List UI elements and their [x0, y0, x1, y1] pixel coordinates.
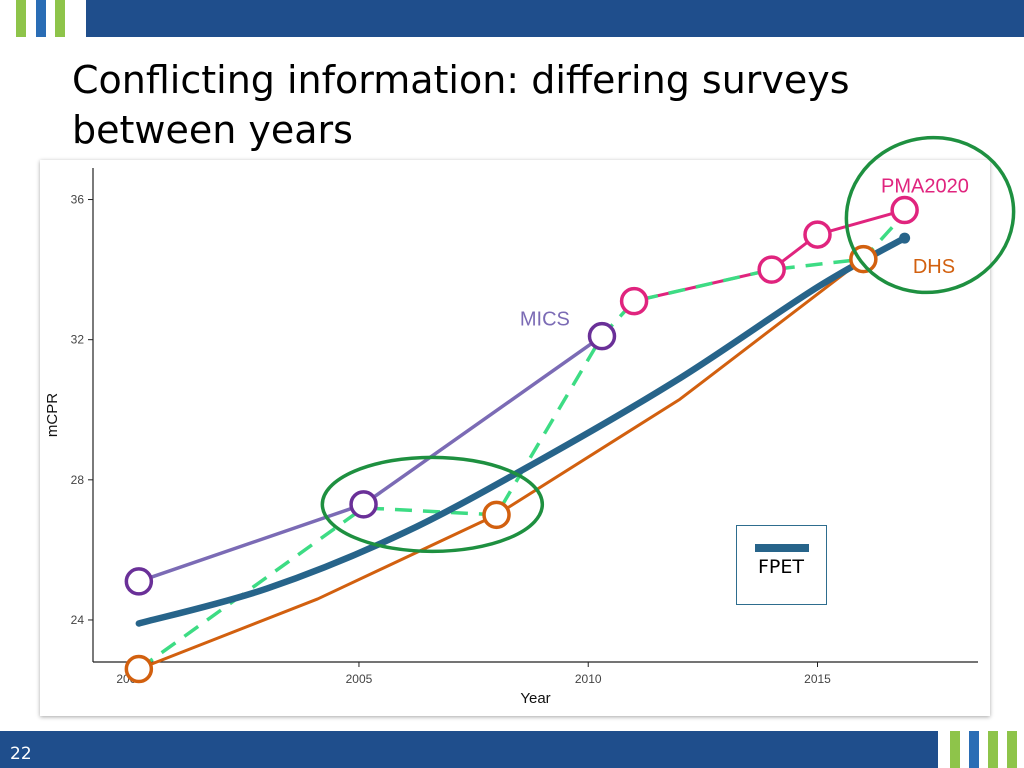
- highlight-ellipse-recent: [844, 135, 1016, 295]
- title-line-2: between years: [72, 108, 353, 152]
- y-tick-label-36: 36: [71, 193, 85, 207]
- survey-point-mics-2: [587, 321, 617, 351]
- slide-title: Conflicting information: differing surve…: [72, 55, 892, 155]
- top-stripe-group: [0, 0, 86, 37]
- survey-point-pma2020-7: [757, 255, 786, 284]
- x-axis-label: Year: [520, 690, 550, 707]
- fpet-end-point: [899, 232, 911, 244]
- series-label-pma2020: PMA2020: [881, 176, 969, 198]
- top-banner: [0, 0, 1024, 37]
- stripe-blue: [36, 0, 46, 37]
- legend-swatch-fpet: [755, 544, 809, 552]
- survey-point-pma2020-8: [803, 220, 832, 249]
- x-tick-label-2010: 2010: [575, 672, 602, 686]
- series-label-dhs: DHS: [913, 256, 955, 278]
- stripe-green-1: [16, 0, 26, 37]
- plot-frame: [40, 160, 990, 716]
- highlight-ellipse-conflict-2005-2008: [320, 455, 545, 554]
- stripe-blue-2: [969, 731, 979, 768]
- bottom-banner: [0, 731, 1024, 768]
- chart-legend: FPET: [736, 525, 827, 605]
- stripe-green-2: [55, 0, 65, 37]
- survey-point-mics-1: [349, 490, 378, 519]
- chart-axes: 200020052010201524283236YearmCPR: [44, 168, 978, 707]
- series-line-fpet: [135, 234, 908, 627]
- survey-point-mics-0: [124, 567, 154, 596]
- bottom-stripe-group: [938, 731, 1024, 768]
- survey-point-dhs-4: [482, 500, 511, 530]
- survey-point-dhs-3: [124, 654, 154, 684]
- chart-annotations: MICS DHS PMA2020: [320, 135, 1016, 554]
- y-tick-label-24: 24: [71, 613, 85, 627]
- x-tick-label-2005: 2005: [346, 672, 373, 686]
- page-number: 22: [10, 744, 32, 764]
- legend-label-fpet: FPET: [758, 556, 804, 578]
- y-tick-label-32: 32: [71, 333, 85, 347]
- survey-point-pma2020-9: [890, 195, 919, 225]
- stripe-green-5: [1007, 731, 1017, 768]
- stripe-green-3: [950, 731, 960, 768]
- y-tick-label-28: 28: [71, 473, 85, 487]
- x-tick-label-2015: 2015: [804, 672, 831, 686]
- series-line-dhs: [137, 257, 865, 671]
- chart-markers: [124, 195, 919, 684]
- series-label-mics: MICS: [520, 309, 570, 331]
- stripe-green-4: [988, 731, 998, 768]
- y-axis-label: mCPR: [44, 393, 61, 437]
- series-line-combined: [137, 212, 906, 671]
- title-line-1: Conflicting information: differing surve…: [72, 58, 850, 102]
- survey-point-pma2020-6: [619, 286, 649, 316]
